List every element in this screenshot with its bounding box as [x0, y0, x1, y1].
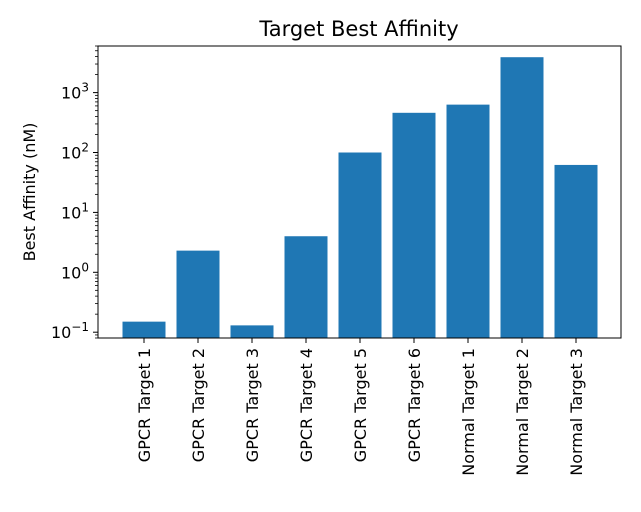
x-tick-label: Normal Target 2	[513, 348, 532, 476]
chart-title: Target Best Affinity	[258, 17, 458, 41]
x-axis-ticks: GPCR Target 1 GPCR Target 2 GPCR Target 3 G…	[135, 338, 586, 476]
x-tick-label: GPCR Target 3	[243, 348, 262, 462]
x-tick-label: GPCR Target 6	[405, 348, 424, 462]
bar	[392, 112, 436, 338]
y-tick-label: 101	[61, 200, 89, 222]
x-tick-label: GPCR Target 4	[297, 348, 316, 462]
y-tick-label: 103	[61, 81, 89, 103]
bar	[284, 236, 328, 338]
x-tick-label: GPCR Target 1	[135, 348, 154, 462]
bar	[500, 57, 544, 338]
bar	[176, 250, 220, 338]
bar	[122, 321, 166, 338]
bar	[554, 164, 598, 338]
y-tick-label: 10−1	[51, 320, 89, 342]
x-tick-label: Normal Target 3	[567, 348, 586, 476]
y-axis-ticks: 10−1 100 101 102 103	[51, 45, 98, 342]
y-tick-label: 102	[61, 141, 89, 163]
bar	[338, 152, 382, 338]
x-tick-label: GPCR Target 2	[189, 348, 208, 462]
bar	[446, 104, 490, 338]
x-tick-label: Normal Target 1	[459, 348, 478, 476]
x-tick-label: GPCR Target 5	[351, 348, 370, 462]
y-tick-label: 100	[61, 260, 89, 282]
bar	[230, 325, 274, 338]
plot-frame	[97, 45, 622, 339]
y-axis-label: Best Affinity (nM)	[20, 123, 39, 262]
bars-group	[122, 57, 598, 338]
